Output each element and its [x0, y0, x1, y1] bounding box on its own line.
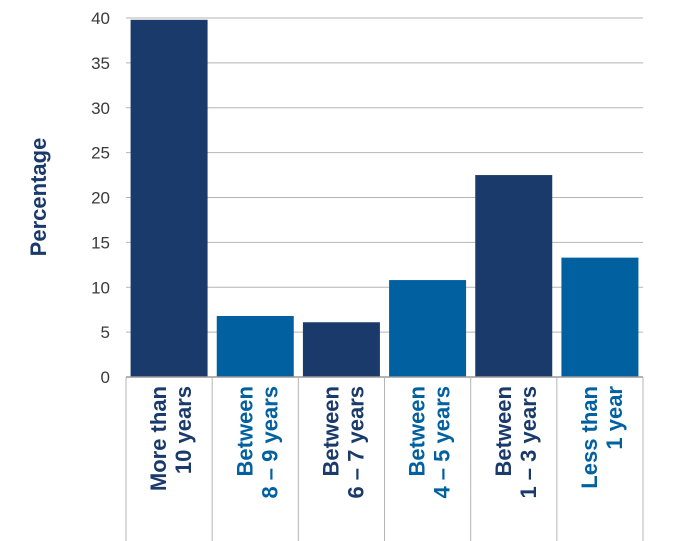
- x-category-label: Less than1 year: [577, 386, 627, 489]
- x-category-label: Between4 – 5 years: [405, 386, 455, 499]
- y-tick-label: 40: [91, 9, 110, 28]
- y-tick-label: 20: [91, 189, 110, 208]
- x-category-label-line: Between: [318, 386, 343, 476]
- y-tick-label: 35: [91, 54, 110, 73]
- bar: [389, 280, 467, 377]
- y-tick-label: 0: [101, 368, 110, 387]
- bar: [216, 315, 294, 377]
- x-category-label-line: Between: [232, 386, 257, 476]
- y-axis-title: Percentage: [26, 138, 51, 257]
- axes: [125, 376, 644, 541]
- bar: [302, 322, 380, 377]
- x-category-label-line: Less than: [577, 386, 602, 489]
- x-category-label-line: Between: [491, 386, 516, 476]
- y-tick-label: 10: [91, 278, 110, 297]
- y-tick-label: 25: [91, 144, 110, 163]
- x-category-label-line: 6 – 7 years: [343, 386, 368, 499]
- x-category-label-line: 4 – 5 years: [430, 386, 455, 499]
- x-category-label-line: More than: [146, 386, 171, 491]
- y-tick-label: 30: [91, 99, 110, 118]
- x-category-label-line: 1 – 3 years: [516, 386, 541, 499]
- y-tick-labels: 0 5 10 15 20 25 30 35 40: [91, 9, 110, 387]
- y-tick-label: 5: [101, 323, 110, 342]
- x-category-label-line: 1 year: [602, 386, 627, 450]
- x-category-label: Between8 – 9 years: [232, 386, 282, 499]
- x-category-label: Between1 – 3 years: [491, 386, 541, 499]
- bar: [475, 175, 553, 377]
- bar: [130, 19, 208, 377]
- gridlines: [126, 17, 643, 333]
- x-category-labels: More than10 years Between8 – 9 years Betwe…: [146, 386, 627, 499]
- x-category-label-line: 10 years: [171, 386, 196, 474]
- x-category-label: Between6 – 7 years: [318, 386, 368, 499]
- x-category-label-line: 8 – 9 years: [257, 386, 282, 499]
- bars: [130, 19, 639, 377]
- x-category-label-line: Between: [405, 386, 430, 476]
- y-tick-label: 15: [91, 233, 110, 252]
- x-category-label: More than10 years: [146, 386, 196, 491]
- bar: [561, 257, 639, 377]
